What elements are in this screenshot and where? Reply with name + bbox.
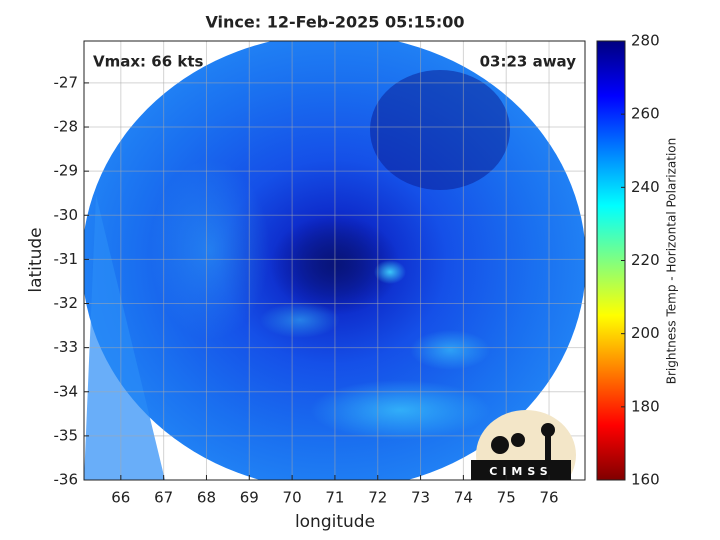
x-tick-label: 76 bbox=[539, 489, 558, 507]
y-tick-label: -36 bbox=[54, 471, 79, 489]
x-tick-label: 66 bbox=[111, 489, 130, 507]
y-tick-label: -35 bbox=[54, 426, 79, 444]
colorbar-tick-label: 180 bbox=[631, 397, 660, 415]
y-tick-label: -29 bbox=[54, 162, 79, 180]
x-tick-label: 74 bbox=[454, 489, 473, 507]
colorbar-tick-label: 260 bbox=[631, 105, 660, 123]
y-tick-label: -27 bbox=[54, 73, 79, 91]
annotation: Vmax: 66 kts bbox=[93, 53, 203, 71]
colorbar-label: Brightness Temp - Horizontal Polarizatio… bbox=[665, 138, 679, 385]
colorbar-tick-label: 160 bbox=[631, 471, 660, 489]
y-tick-label: -32 bbox=[54, 294, 79, 312]
x-tick-label: 69 bbox=[240, 489, 259, 507]
chart-title: Vince: 12-Feb-2025 05:15:00 bbox=[205, 13, 464, 32]
x-tick-label: 73 bbox=[411, 489, 430, 507]
x-tick-label: 75 bbox=[497, 489, 516, 507]
x-tick-label: 71 bbox=[325, 489, 344, 507]
y-axis-label: latitude bbox=[26, 227, 46, 292]
colorbar-tick-label: 240 bbox=[631, 178, 660, 196]
y-tick-label: -31 bbox=[54, 250, 79, 268]
logo-text: CIMSS bbox=[489, 465, 552, 478]
annotation: 03:23 away bbox=[480, 53, 577, 71]
colorbar bbox=[596, 40, 626, 481]
y-tick-label: -33 bbox=[54, 338, 79, 356]
x-tick-label: 67 bbox=[154, 489, 173, 507]
logo: CIMSS bbox=[471, 410, 576, 480]
y-tick-label: -28 bbox=[54, 118, 79, 136]
x-tick-label: 72 bbox=[368, 489, 387, 507]
x-tick-label: 70 bbox=[283, 489, 302, 507]
colorbar-tick-label: 280 bbox=[631, 32, 660, 50]
y-tick-label: -30 bbox=[54, 206, 79, 224]
colorbar-tick-label: 200 bbox=[631, 324, 660, 342]
x-axis-label: longitude bbox=[295, 512, 375, 532]
x-tick-label: 68 bbox=[197, 489, 216, 507]
colorbar-tick-label: 220 bbox=[631, 251, 660, 269]
y-tick-label: -34 bbox=[54, 382, 79, 400]
